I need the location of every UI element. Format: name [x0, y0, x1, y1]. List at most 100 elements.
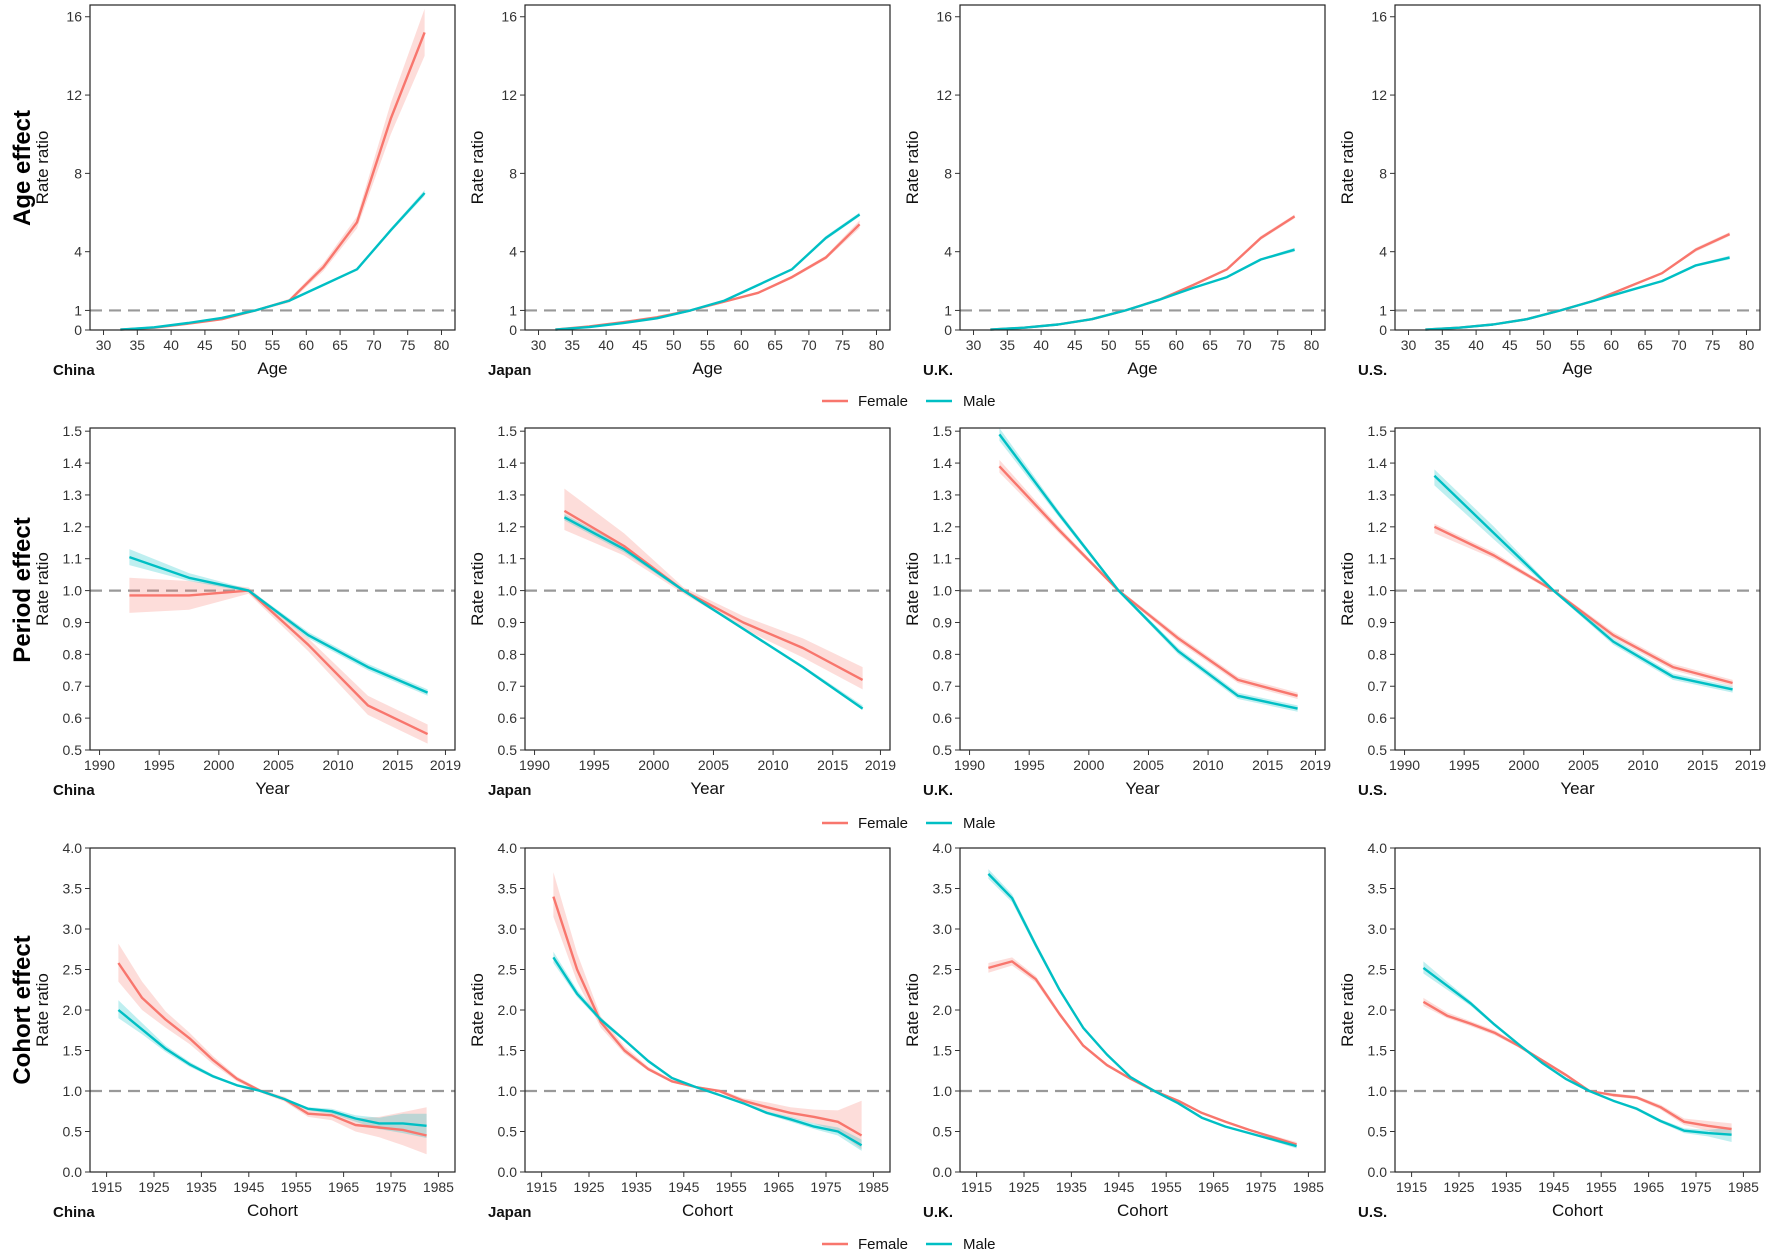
x-tick-label: 2015	[1252, 757, 1283, 773]
y-tick-label: 1.4	[1368, 455, 1388, 471]
female-series-line	[990, 216, 1294, 329]
x-tick-label: 1995	[1014, 757, 1045, 773]
country-label: U.S.	[1358, 782, 1387, 799]
y-tick-label: 3.5	[63, 881, 83, 897]
female-series-line	[555, 224, 859, 329]
x-tick-label: 1995	[579, 757, 610, 773]
x-tick-label: 2019	[865, 757, 896, 773]
x-tick-label: 30	[966, 337, 982, 353]
y-tick-label: 4	[509, 244, 517, 260]
y-tick-label: 1.0	[1368, 1083, 1388, 1099]
y-tick-label: 1.5	[498, 423, 518, 439]
y-tick-label: 12	[501, 87, 517, 103]
y-tick-label: 1.3	[933, 487, 953, 503]
x-axis-title: Age	[1127, 359, 1157, 378]
y-tick-label: 0.0	[498, 1164, 518, 1180]
x-axis-title: Cohort	[682, 1201, 733, 1220]
legend-male-label: Male	[963, 1236, 996, 1253]
x-tick-label: 2019	[430, 757, 461, 773]
male-confidence-band	[1423, 961, 1731, 1142]
x-tick-label: 40	[163, 337, 179, 353]
panel-frame	[90, 5, 455, 330]
x-axis-title: Age	[257, 359, 287, 378]
y-tick-label: 2.5	[1368, 962, 1388, 978]
x-tick-label: 1925	[1008, 1179, 1039, 1195]
y-tick-label: 2.0	[1368, 1002, 1388, 1018]
male-confidence-band	[564, 514, 862, 710]
y-tick-label: 1.0	[1368, 583, 1388, 599]
y-tick-label: 1.1	[498, 551, 518, 567]
chart-panel: 0.00.51.01.52.02.53.03.54.01915192519351…	[1338, 840, 1760, 1221]
x-tick-label: 40	[1033, 337, 1049, 353]
y-tick-label: 1.0	[63, 583, 83, 599]
legend-female-label: Female	[858, 815, 908, 832]
chart-panel: 014812163035404550556065707580Rate ratio…	[33, 5, 455, 379]
y-tick-label: 1.4	[63, 455, 83, 471]
chart-panel: 0.50.60.70.80.91.01.11.21.31.41.51990199…	[33, 423, 461, 799]
y-tick-label: 2.5	[63, 962, 83, 978]
country-label: Japan	[488, 1204, 531, 1221]
y-tick-label: 8	[944, 165, 952, 181]
female-confidence-band	[129, 578, 427, 744]
country-label: U.S.	[1358, 1204, 1387, 1221]
y-tick-label: 3.5	[498, 881, 518, 897]
panel-frame	[525, 428, 890, 750]
male-series-line	[999, 434, 1297, 708]
y-tick-label: 0.6	[498, 710, 518, 726]
legend: FemaleMale	[822, 393, 996, 410]
x-tick-label: 35	[1435, 337, 1451, 353]
x-tick-label: 2015	[817, 757, 848, 773]
y-axis-title: Rate ratio	[33, 131, 52, 205]
y-axis-title: Rate ratio	[903, 131, 922, 205]
y-tick-label: 1.0	[498, 583, 518, 599]
female-confidence-band	[553, 872, 861, 1149]
x-tick-label: 55	[700, 337, 716, 353]
y-tick-label: 1.0	[63, 1083, 83, 1099]
x-tick-label: 1955	[1586, 1179, 1617, 1195]
y-tick-label: 4.0	[933, 840, 953, 856]
y-tick-label: 1.0	[933, 583, 953, 599]
x-tick-label: 1935	[621, 1179, 652, 1195]
y-tick-label: 0.0	[1368, 1164, 1388, 1180]
y-tick-label: 2.0	[498, 1002, 518, 1018]
male-confidence-band	[1425, 256, 1729, 330]
x-tick-label: 2019	[1300, 757, 1331, 773]
x-tick-label: 1945	[233, 1179, 264, 1195]
y-tick-label: 0.7	[498, 678, 518, 694]
y-tick-label: 16	[501, 9, 517, 25]
y-tick-label: 0.5	[63, 742, 83, 758]
y-tick-label: 0.0	[63, 1164, 83, 1180]
y-tick-label: 1	[1379, 302, 1387, 318]
y-tick-label: 0.8	[1368, 646, 1388, 662]
y-axis-title: Rate ratio	[468, 131, 487, 205]
y-tick-label: 0	[944, 322, 952, 338]
male-series-line	[129, 557, 427, 693]
male-confidence-band	[990, 248, 1294, 330]
x-tick-label: 40	[1468, 337, 1484, 353]
x-tick-label: 55	[1570, 337, 1586, 353]
male-series-line	[988, 874, 1296, 1146]
x-tick-label: 75	[400, 337, 416, 353]
y-tick-label: 1.5	[933, 1043, 953, 1059]
x-tick-label: 2000	[1073, 757, 1104, 773]
female-confidence-band	[564, 489, 862, 690]
y-tick-label: 0	[74, 322, 82, 338]
x-tick-label: 30	[1401, 337, 1417, 353]
x-tick-label: 50	[1101, 337, 1117, 353]
x-tick-label: 2015	[382, 757, 413, 773]
male-confidence-band	[120, 190, 424, 330]
x-tick-label: 2005	[1133, 757, 1164, 773]
x-tick-label: 2000	[203, 757, 234, 773]
male-series-line	[1423, 968, 1731, 1135]
legend-female-label: Female	[858, 1236, 908, 1253]
y-tick-label: 0.8	[498, 646, 518, 662]
x-tick-label: 75	[835, 337, 851, 353]
y-tick-label: 0.5	[498, 742, 518, 758]
legend-female-label: Female	[858, 393, 908, 410]
x-tick-label: 80	[1304, 337, 1320, 353]
x-axis-title: Year	[1125, 779, 1160, 798]
x-tick-label: 2005	[1568, 757, 1599, 773]
x-tick-label: 70	[1671, 337, 1687, 353]
x-tick-label: 2000	[1508, 757, 1539, 773]
y-tick-label: 1.3	[498, 487, 518, 503]
